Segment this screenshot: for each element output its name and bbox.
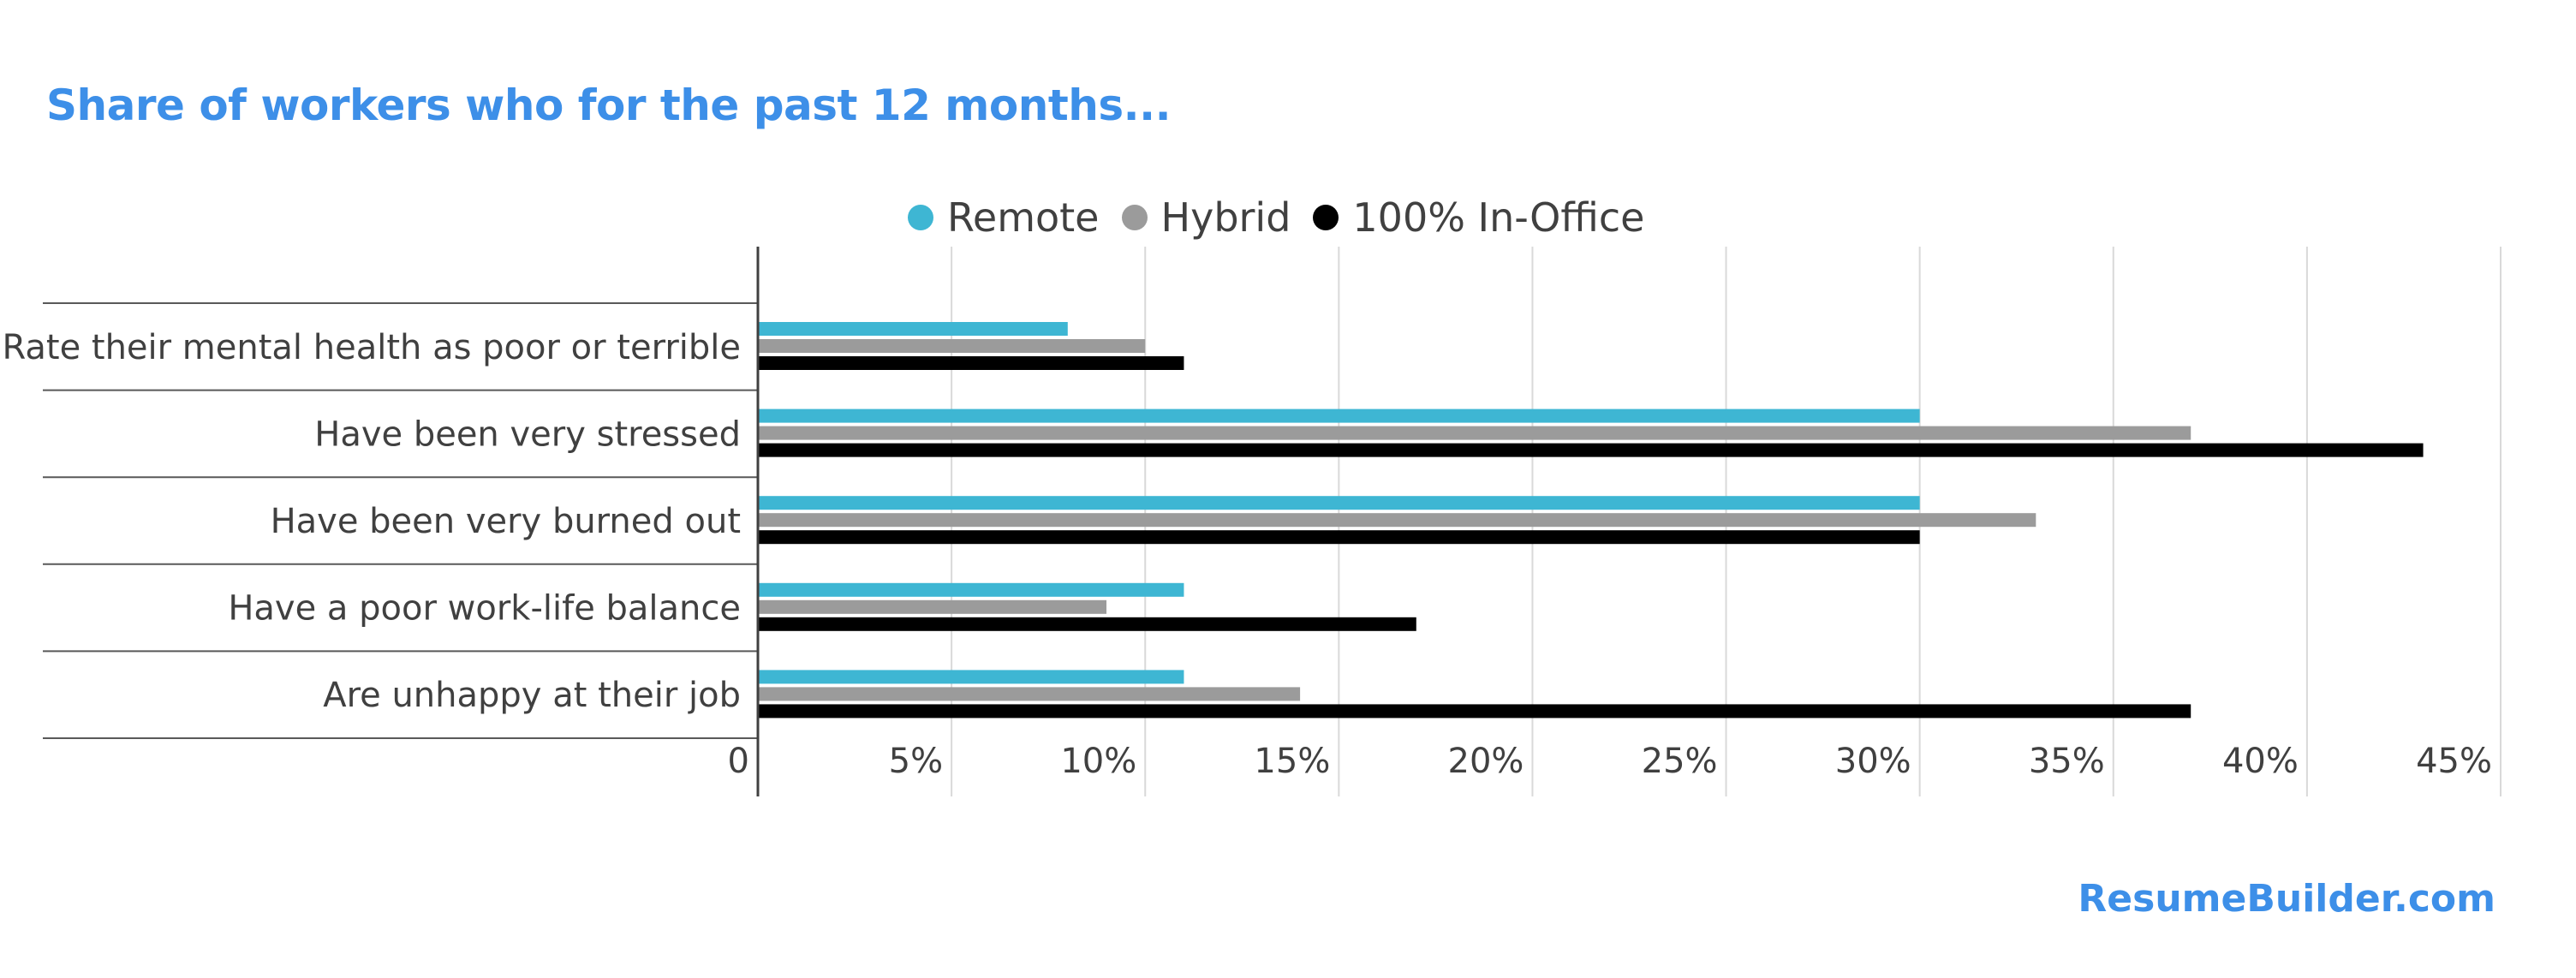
category-label: Have been very stressed — [314, 414, 741, 454]
x-tick-label: 35% — [2029, 742, 2105, 781]
category-separators — [43, 302, 758, 739]
x-tick-label: 0 — [728, 742, 749, 781]
bar-in-office — [758, 356, 1184, 370]
bar-remote — [758, 582, 1184, 597]
x-tick-label: 15% — [1254, 742, 1330, 781]
x-tick-label: 45% — [2416, 742, 2492, 781]
legend-label-hybrid: Hybrid — [1160, 194, 1291, 241]
bars — [758, 322, 2424, 719]
bar-remote — [758, 670, 1184, 684]
legend-item-in-office: 100% In-Office — [1313, 194, 1644, 241]
legend-item-remote: Remote — [908, 194, 1100, 241]
x-tick-label: 25% — [1642, 742, 1718, 781]
chart-title: Share of workers who for the past 12 mon… — [46, 81, 1172, 130]
bar-in-office — [758, 443, 2424, 457]
bar-remote — [758, 408, 1920, 423]
bar-remote — [758, 496, 1920, 510]
category-label: Have been very burned out — [271, 502, 741, 541]
legend-swatch-remote — [908, 205, 933, 230]
bar-in-office — [758, 617, 1416, 631]
chart-legend: Remote Hybrid 100% In-Office — [908, 190, 1667, 245]
x-tick-label: 30% — [1835, 742, 1911, 781]
x-tick-label: 40% — [2222, 742, 2299, 781]
bar-in-office — [758, 530, 1920, 545]
category-labels: Rate their mental health as poor or terr… — [2, 328, 741, 715]
legend-label-in-office: 100% In-Office — [1352, 194, 1645, 241]
x-tick-label: 20% — [1448, 742, 1524, 781]
legend-item-hybrid: Hybrid — [1121, 194, 1291, 241]
category-label: Are unhappy at their job — [323, 676, 741, 715]
bar-hybrid — [758, 599, 1106, 614]
bar-hybrid — [758, 687, 1301, 701]
category-label: Rate their mental health as poor or terr… — [2, 328, 741, 367]
x-tick-label: 10% — [1060, 742, 1136, 781]
bar-hybrid — [758, 513, 2036, 528]
legend-label-remote: Remote — [947, 194, 1100, 241]
bar-hybrid — [758, 339, 1146, 353]
legend-swatch-in-office — [1313, 205, 1339, 230]
source-credit: ResumeBuilder.com — [2078, 877, 2496, 921]
bar-remote — [758, 322, 1068, 336]
category-label: Have a poor work-life balance — [228, 589, 741, 629]
bar-hybrid — [758, 426, 2191, 440]
x-tick-label: 5% — [889, 742, 943, 781]
x-axis-ticks: 0 5% 10% 15% 20% 25% 30% 35% 40% 45% — [728, 742, 2492, 781]
legend-swatch-hybrid — [1121, 205, 1148, 230]
bar-in-office — [758, 704, 2191, 719]
